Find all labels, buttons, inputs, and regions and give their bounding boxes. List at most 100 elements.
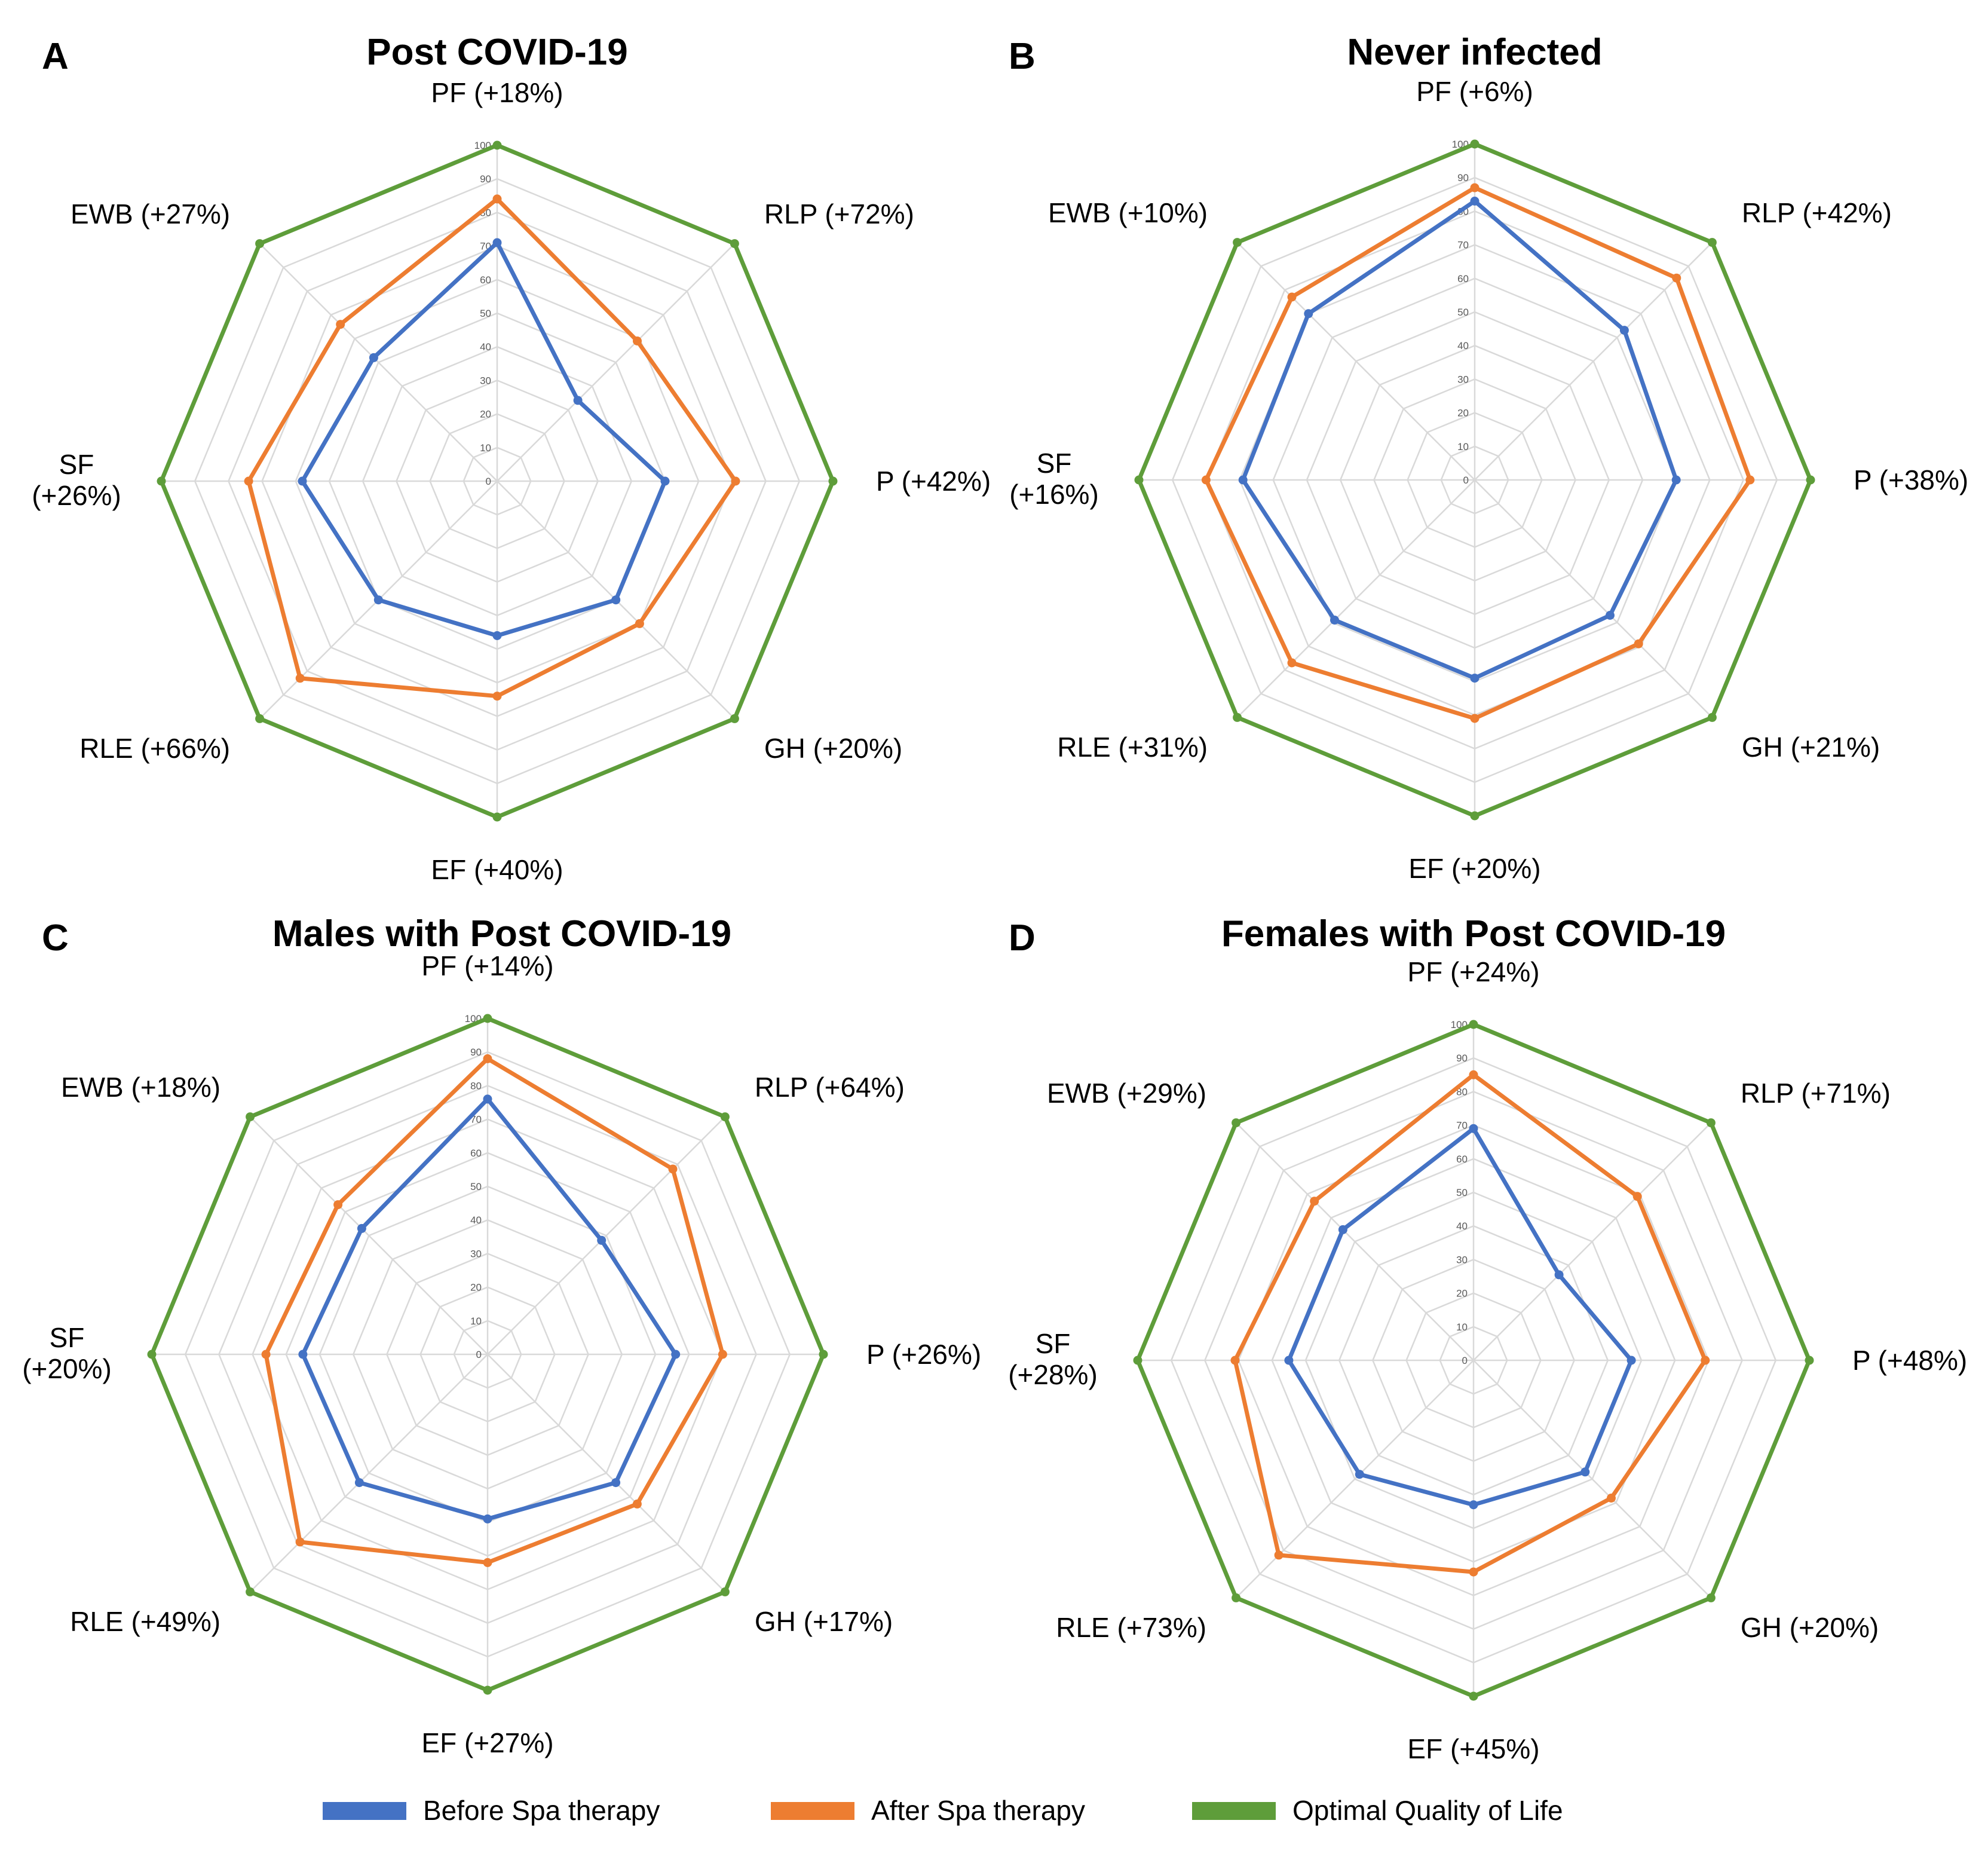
axis-label-rle: RLE (+49%) [70,1606,220,1637]
radar-panel-b: B Never infected0102030405060708090100PF … [1009,32,1968,884]
data-point-before [660,476,670,486]
data-point-before [492,631,502,640]
tick-label: 60 [1456,1154,1468,1165]
axis-label-rle: RLE (+66%) [79,733,230,764]
legend-label-optimal: Optimal Quality of Life [1292,1795,1563,1826]
data-point-after [731,476,740,486]
data-point-after [483,1558,492,1567]
data-point-before [573,396,583,405]
grid-spoke [497,243,736,482]
legend: Before Spa therapy After Spa therapy Optim… [323,1795,1563,1826]
data-point-optimal [492,812,502,822]
data-point-optimal [1232,1593,1241,1602]
axis-label-gh: GH (+17%) [755,1606,893,1637]
data-point-after [1632,1192,1642,1201]
data-point-before [1469,1500,1478,1510]
tick-label: 90 [1457,172,1469,183]
data-point-before [1470,197,1479,206]
data-point-before [1626,1356,1636,1365]
data-point-after [1607,1494,1616,1503]
data-point-after [1287,292,1297,302]
data-point-after [295,1537,305,1547]
grid-spoke [249,1116,488,1355]
data-point-after [1469,1070,1478,1079]
data-point-after [635,619,644,628]
legend-label-after: After Spa therapy [871,1795,1085,1826]
axis-label-ewb: EWB (+10%) [1048,197,1208,228]
data-point-optimal [1469,1691,1478,1701]
axis-label-p: P (+48%) [1852,1345,1967,1376]
tick-label: 20 [1456,1288,1468,1299]
data-point-before [1338,1225,1347,1234]
grid-spoke [1473,1122,1712,1361]
data-point-optimal [483,1014,492,1023]
data-point-before [1671,475,1681,485]
data-point-before [1619,326,1629,335]
data-point-before [1355,1470,1364,1479]
data-point-optimal [720,1112,730,1122]
tick-label: 70 [1456,1120,1468,1131]
tick-label: 60 [470,1148,482,1159]
axis-label-rlp: RLP (+71%) [1741,1078,1891,1109]
axis-label-gh: GH (+21%) [1742,732,1880,763]
data-point-after [1470,183,1479,192]
tick-label: 60 [1457,273,1469,284]
axis-label-pf: PF (+6%) [1416,76,1533,107]
axis-label-rlp: RLP (+64%) [755,1072,905,1103]
tick-label: 0 [1462,1355,1468,1366]
legend-swatch-optimal [1192,1802,1276,1820]
series-line-before [1286,1126,1634,1507]
axis-label-sf: SF (+20%) [22,1322,112,1384]
axis-label-ewb: EWB (+18%) [61,1072,220,1103]
data-point-optimal [255,714,265,723]
axis-label-rlp: RLP (+42%) [1742,197,1892,228]
axis-label-gh: GH (+20%) [764,733,902,764]
data-point-optimal [720,1587,730,1596]
data-point-before [1304,309,1313,319]
axis-label-ewb: EWB (+29%) [1047,1078,1206,1109]
radar-panel-c: C Males with Post COVID-19010203040506070… [22,913,981,1758]
data-point-before [1470,674,1479,683]
data-point-optimal [1706,1118,1716,1128]
data-point-after [1230,1356,1240,1365]
data-point-before [357,1223,366,1233]
tick-label: 20 [480,409,491,420]
data-point-after [668,1164,678,1174]
grid-spoke [1473,1360,1712,1599]
data-point-before [671,1350,681,1359]
data-point-after [1701,1356,1710,1365]
data-point-after [261,1350,271,1359]
data-point-before [1330,616,1339,625]
axis-label-pf: PF (+14%) [421,950,553,981]
data-point-after [1201,475,1211,485]
tick-label: 70 [1457,240,1469,251]
data-point-before [483,1514,492,1523]
tick-label: 90 [470,1047,482,1058]
panel-letter: D [1009,917,1036,959]
axis-label-sf: SF (+16%) [1009,448,1099,510]
data-point-after [492,194,502,204]
axis-label-rle: RLE (+73%) [1056,1612,1206,1643]
panel-title: Females with Post COVID-19 [1221,913,1726,954]
axis-label-ef: EF (+40%) [431,854,563,885]
data-point-optimal [483,1685,492,1695]
data-point-optimal [1805,1356,1814,1365]
data-point-before [597,1235,606,1245]
axis-label-p: P (+38%) [1854,464,1968,495]
data-point-before [298,1350,308,1359]
grid-spoke [249,1354,488,1593]
tick-label: 30 [1457,374,1469,385]
axis-label-sf: SF (+28%) [1008,1328,1098,1390]
data-point-optimal [1134,475,1144,485]
axis-label-rle: RLE (+31%) [1057,732,1208,763]
tick-label: 10 [480,442,491,454]
data-point-before [1284,1356,1294,1365]
axis-label-pf: PF (+24%) [1407,956,1539,987]
data-point-optimal [1133,1356,1142,1365]
data-point-after [633,336,642,345]
data-point-after [1287,658,1297,668]
grid-spoke [259,243,498,482]
data-point-optimal [1233,238,1242,247]
